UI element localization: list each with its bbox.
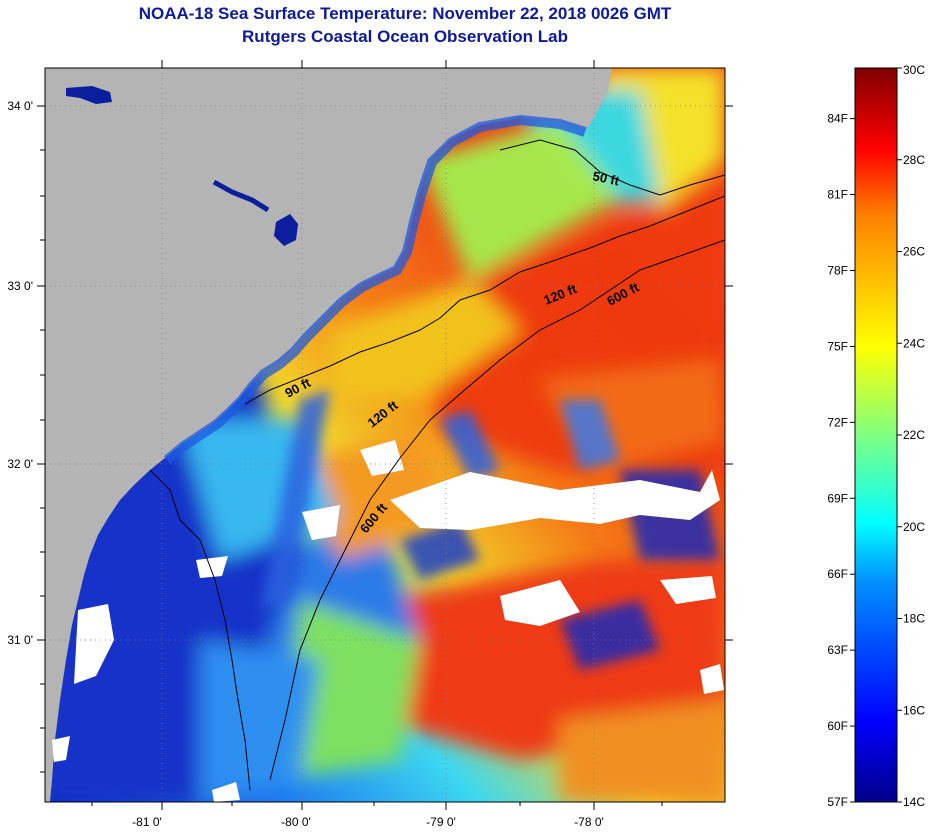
land-mass [45, 68, 612, 802]
lon-label-78: -78 0' [574, 815, 604, 829]
contour-label-50: 50 ft [591, 168, 621, 188]
bathymetry-contours [149, 139, 725, 791]
lon-label-81: -81 0' [132, 815, 162, 829]
graticule [45, 68, 725, 802]
axis-ticks [37, 60, 733, 810]
lat-label-33: 33 0' [7, 279, 33, 293]
lat-label-34: 34 0' [7, 99, 33, 113]
inland-lake [66, 86, 112, 104]
lat-labels: 34 0' 33 0' 32 0' 31 0' [7, 99, 33, 647]
lat-label-32: 32 0' [7, 457, 33, 471]
lat-label-31: 31 0' [7, 633, 33, 647]
cool-streaks [260, 390, 720, 670]
map-subtitle: Rutgers Coastal Ocean Observation Lab [242, 27, 568, 46]
coastal-cold-band [163, 114, 587, 464]
inland-lake [274, 214, 298, 246]
lon-label-79: -79 0' [426, 815, 456, 829]
sst-field [45, 68, 725, 802]
map-title: NOAA-18 Sea Surface Temperature: Novembe… [138, 4, 672, 23]
inland-river [212, 179, 270, 213]
map-frame [44, 67, 726, 803]
lon-label-80: -80 0' [281, 815, 311, 829]
cloud-mask [52, 440, 724, 802]
lon-labels: -81 0' -80 0' -79 0' -78 0' [132, 815, 604, 829]
